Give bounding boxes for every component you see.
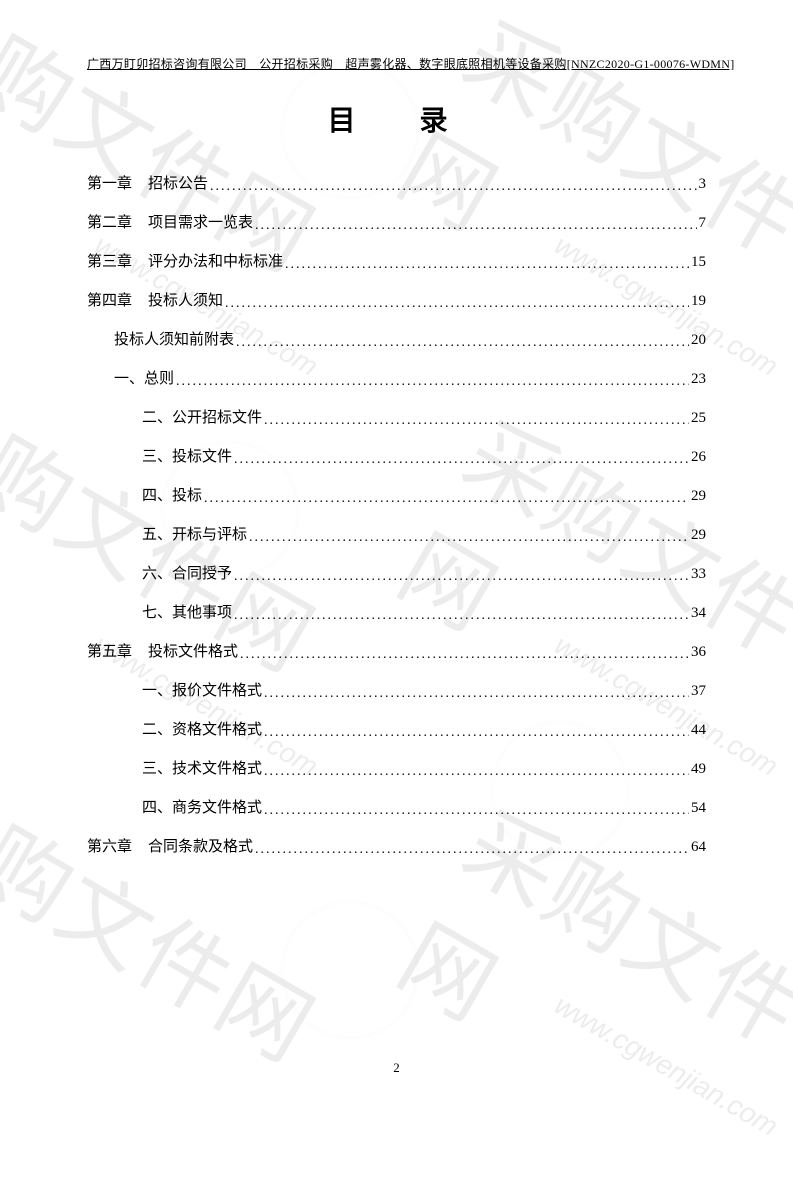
toc-page-number: 36 bbox=[691, 645, 706, 660]
toc-chapter-label: 第五章 bbox=[87, 645, 132, 660]
toc-page-number: 49 bbox=[691, 762, 706, 777]
toc-item: 三、投标文件..................................… bbox=[87, 438, 706, 477]
toc-dot-leader: ........................................… bbox=[285, 258, 689, 272]
toc-item-title: 三、技术文件格式 bbox=[142, 762, 262, 777]
toc-dot-leader: ........................................… bbox=[225, 297, 689, 311]
toc-item: 四、投标....................................… bbox=[87, 477, 706, 516]
table-of-contents: 第一章 招标公告.................................… bbox=[87, 165, 706, 867]
toc-item-title: 三、投标文件 bbox=[142, 450, 232, 465]
toc-chapter-label: 第三章 bbox=[87, 255, 132, 270]
toc-item: 六、合同授予..................................… bbox=[87, 555, 706, 594]
toc-item-title: 一、总则 bbox=[114, 372, 174, 387]
toc-dot-leader: ........................................… bbox=[240, 648, 689, 662]
toc-item: 第一章 招标公告.................................… bbox=[87, 165, 706, 204]
toc-dot-leader: ........................................… bbox=[234, 609, 689, 623]
toc-chapter-label: 第六章 bbox=[87, 840, 132, 855]
toc-item-title: 投标人须知 bbox=[148, 294, 223, 309]
toc-item-title: 二、公开招标文件 bbox=[142, 411, 262, 426]
toc-item-title: 投标人须知前附表 bbox=[114, 333, 234, 348]
toc-dot-leader: ........................................… bbox=[264, 687, 689, 701]
toc-page-number: 7 bbox=[699, 216, 707, 231]
page-title: 目 录 bbox=[87, 99, 706, 139]
toc-page-number: 29 bbox=[691, 489, 706, 504]
toc-page-number: 23 bbox=[691, 372, 706, 387]
running-header: 广西万盯卯招标咨询有限公司 公开招标采购 超声雾化器、数字眼底照相机等设备采购[… bbox=[87, 55, 706, 75]
toc-item-title: 招标公告 bbox=[148, 177, 208, 192]
toc-item: 三、技术文件格式................................… bbox=[87, 750, 706, 789]
toc-item-title: 评分办法和中标标准 bbox=[148, 255, 283, 270]
toc-page-number: 19 bbox=[691, 294, 706, 309]
toc-dot-leader: ........................................… bbox=[264, 726, 689, 740]
toc-page-number: 26 bbox=[691, 450, 706, 465]
toc-item: 四、商务文件格式................................… bbox=[87, 789, 706, 828]
toc-page-number: 34 bbox=[691, 606, 706, 621]
watermark-logo bbox=[280, 900, 420, 1040]
toc-dot-leader: ........................................… bbox=[264, 804, 689, 818]
page-number: 2 bbox=[0, 1060, 793, 1076]
toc-dot-leader: ........................................… bbox=[264, 765, 689, 779]
toc-dot-leader: ........................................… bbox=[176, 375, 689, 389]
toc-page-number: 25 bbox=[691, 411, 706, 426]
toc-item: 一、总则....................................… bbox=[87, 360, 706, 399]
toc-dot-leader: ........................................… bbox=[236, 336, 689, 350]
toc-dot-leader: ........................................… bbox=[255, 219, 696, 233]
toc-item: 七、其他事项..................................… bbox=[87, 594, 706, 633]
toc-item-title: 二、资格文件格式 bbox=[142, 723, 262, 738]
toc-item: 第三章 评分办法和中标标准............................… bbox=[87, 243, 706, 282]
toc-page-number: 54 bbox=[691, 801, 706, 816]
toc-item-title: 一、报价文件格式 bbox=[142, 684, 262, 699]
toc-item: 一、报价文件格式................................… bbox=[87, 672, 706, 711]
toc-page-number: 33 bbox=[691, 567, 706, 582]
toc-dot-leader: ........................................… bbox=[210, 180, 696, 194]
toc-item-title: 四、商务文件格式 bbox=[142, 801, 262, 816]
toc-item: 投标人须知前附表................................… bbox=[87, 321, 706, 360]
toc-page-number: 37 bbox=[691, 684, 706, 699]
toc-item: 二、公开招标文件................................… bbox=[87, 399, 706, 438]
toc-dot-leader: ........................................… bbox=[249, 531, 689, 545]
toc-page-number: 3 bbox=[699, 177, 707, 192]
toc-dot-leader: ........................................… bbox=[264, 414, 689, 428]
toc-item-title: 六、合同授予 bbox=[142, 567, 232, 582]
toc-item: 二、资格文件格式................................… bbox=[87, 711, 706, 750]
toc-item: 第五章 投标文件格式...............................… bbox=[87, 633, 706, 672]
toc-dot-leader: ........................................… bbox=[234, 453, 689, 467]
toc-item-title: 项目需求一览表 bbox=[148, 216, 253, 231]
toc-dot-leader: ........................................… bbox=[255, 843, 689, 857]
toc-page-number: 64 bbox=[691, 840, 706, 855]
toc-page-number: 20 bbox=[691, 333, 706, 348]
toc-page-number: 44 bbox=[691, 723, 706, 738]
toc-chapter-label: 第一章 bbox=[87, 177, 132, 192]
toc-item: 第六章 合同条款及格式..............................… bbox=[87, 828, 706, 867]
toc-page-number: 29 bbox=[691, 528, 706, 543]
toc-item-title: 合同条款及格式 bbox=[148, 840, 253, 855]
toc-item-title: 四、投标 bbox=[142, 489, 202, 504]
toc-chapter-label: 第四章 bbox=[87, 294, 132, 309]
toc-page-number: 15 bbox=[691, 255, 706, 270]
toc-item: 第四章 投标人须知................................… bbox=[87, 282, 706, 321]
toc-chapter-label: 第二章 bbox=[87, 216, 132, 231]
toc-item-title: 五、开标与评标 bbox=[142, 528, 247, 543]
toc-item: 第二章 项目需求一览表..............................… bbox=[87, 204, 706, 243]
toc-item-title: 七、其他事项 bbox=[142, 606, 232, 621]
toc-item: 五、开标与评标.................................… bbox=[87, 516, 706, 555]
toc-dot-leader: ........................................… bbox=[204, 492, 689, 506]
toc-item-title: 投标文件格式 bbox=[148, 645, 238, 660]
toc-dot-leader: ........................................… bbox=[234, 570, 689, 584]
